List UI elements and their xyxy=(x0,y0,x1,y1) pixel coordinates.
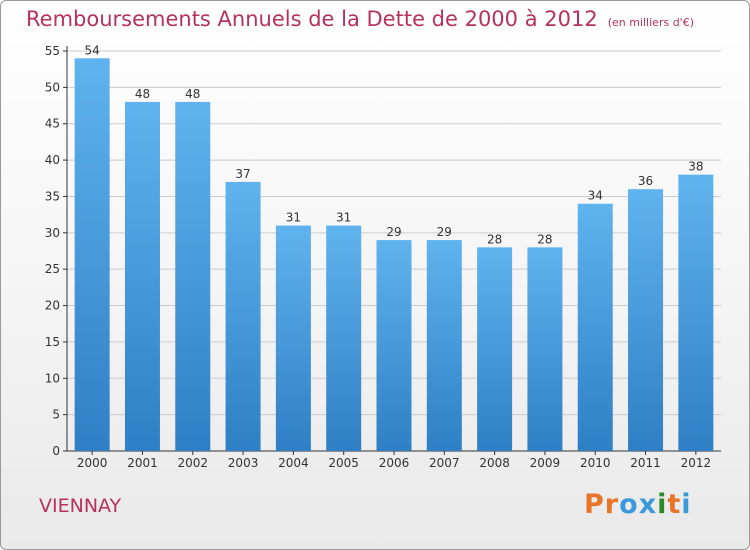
logo-letter: r xyxy=(604,489,620,520)
data-label-2011: 36 xyxy=(638,174,653,188)
y-tick-label: 0 xyxy=(52,444,60,458)
y-tick-label: 40 xyxy=(45,153,60,167)
proxiti-logo: Proxiti xyxy=(584,489,692,520)
y-tick-label: 35 xyxy=(45,189,60,203)
bar-2002 xyxy=(175,101,211,451)
data-label-2008: 28 xyxy=(487,232,502,246)
x-tick-label: 2006 xyxy=(379,456,410,470)
y-tick-label: 20 xyxy=(45,299,60,313)
bar-2005 xyxy=(326,225,362,451)
x-tick-label: 2002 xyxy=(177,456,208,470)
data-label-2000: 54 xyxy=(85,43,100,57)
x-tick-label: 2008 xyxy=(479,456,510,470)
data-label-2006: 29 xyxy=(386,225,401,239)
unit-label: (en milliers d'€) xyxy=(607,16,694,29)
x-tick-label: 2010 xyxy=(580,456,611,470)
data-label-2009: 28 xyxy=(537,232,552,246)
bar-2003 xyxy=(225,181,261,451)
bar-2010 xyxy=(577,203,613,451)
bar-2004 xyxy=(275,225,311,451)
data-label-2007: 29 xyxy=(437,225,452,239)
x-tick-label: 2012 xyxy=(681,456,712,470)
bar-2000 xyxy=(74,58,110,451)
data-label-2004: 31 xyxy=(286,211,301,225)
x-tick-label: 2009 xyxy=(530,456,561,470)
y-tick-label: 10 xyxy=(45,371,60,385)
y-tick-label: 15 xyxy=(45,335,60,349)
y-tick-label: 55 xyxy=(45,44,60,58)
data-label-2010: 34 xyxy=(588,189,603,203)
title-text: Remboursements Annuels de la Dette de 20… xyxy=(26,7,598,31)
logo-letter: P xyxy=(584,489,605,520)
x-tick-label: 2004 xyxy=(278,456,309,470)
bar-2008 xyxy=(477,247,513,451)
place-name: VIENNAY xyxy=(39,495,122,517)
y-tick-label: 30 xyxy=(45,226,60,240)
x-tick-label: 2000 xyxy=(77,456,108,470)
y-tick-label: 25 xyxy=(45,262,60,276)
bar-2009 xyxy=(527,247,563,451)
bar-2001 xyxy=(124,101,160,451)
logo-letter: t xyxy=(667,489,682,520)
logo-letter: i xyxy=(657,489,668,520)
y-tick-label: 45 xyxy=(45,117,60,131)
data-label-2002: 48 xyxy=(185,87,200,101)
x-tick-label: 2001 xyxy=(127,456,158,470)
bar-2012 xyxy=(678,174,714,452)
x-tick-label: 2007 xyxy=(429,456,460,470)
data-label-2001: 48 xyxy=(135,87,150,101)
x-tick-label: 2011 xyxy=(630,456,661,470)
logo-letter: o xyxy=(619,489,639,520)
x-tick-label: 2003 xyxy=(228,456,259,470)
data-label-2005: 31 xyxy=(336,211,351,225)
data-label-2003: 37 xyxy=(235,167,250,181)
logo-letter: x xyxy=(638,489,658,520)
x-tick-label: 2005 xyxy=(328,456,359,470)
bar-2011 xyxy=(628,189,664,451)
y-tick-label: 5 xyxy=(52,408,60,422)
bar-2006 xyxy=(376,240,412,451)
logo-letter: i xyxy=(681,489,692,520)
bar-2007 xyxy=(426,240,462,451)
data-label-2012: 38 xyxy=(688,160,703,174)
y-tick-label: 50 xyxy=(45,80,60,94)
chart-title: Remboursements Annuels de la Dette de 20… xyxy=(26,7,694,31)
